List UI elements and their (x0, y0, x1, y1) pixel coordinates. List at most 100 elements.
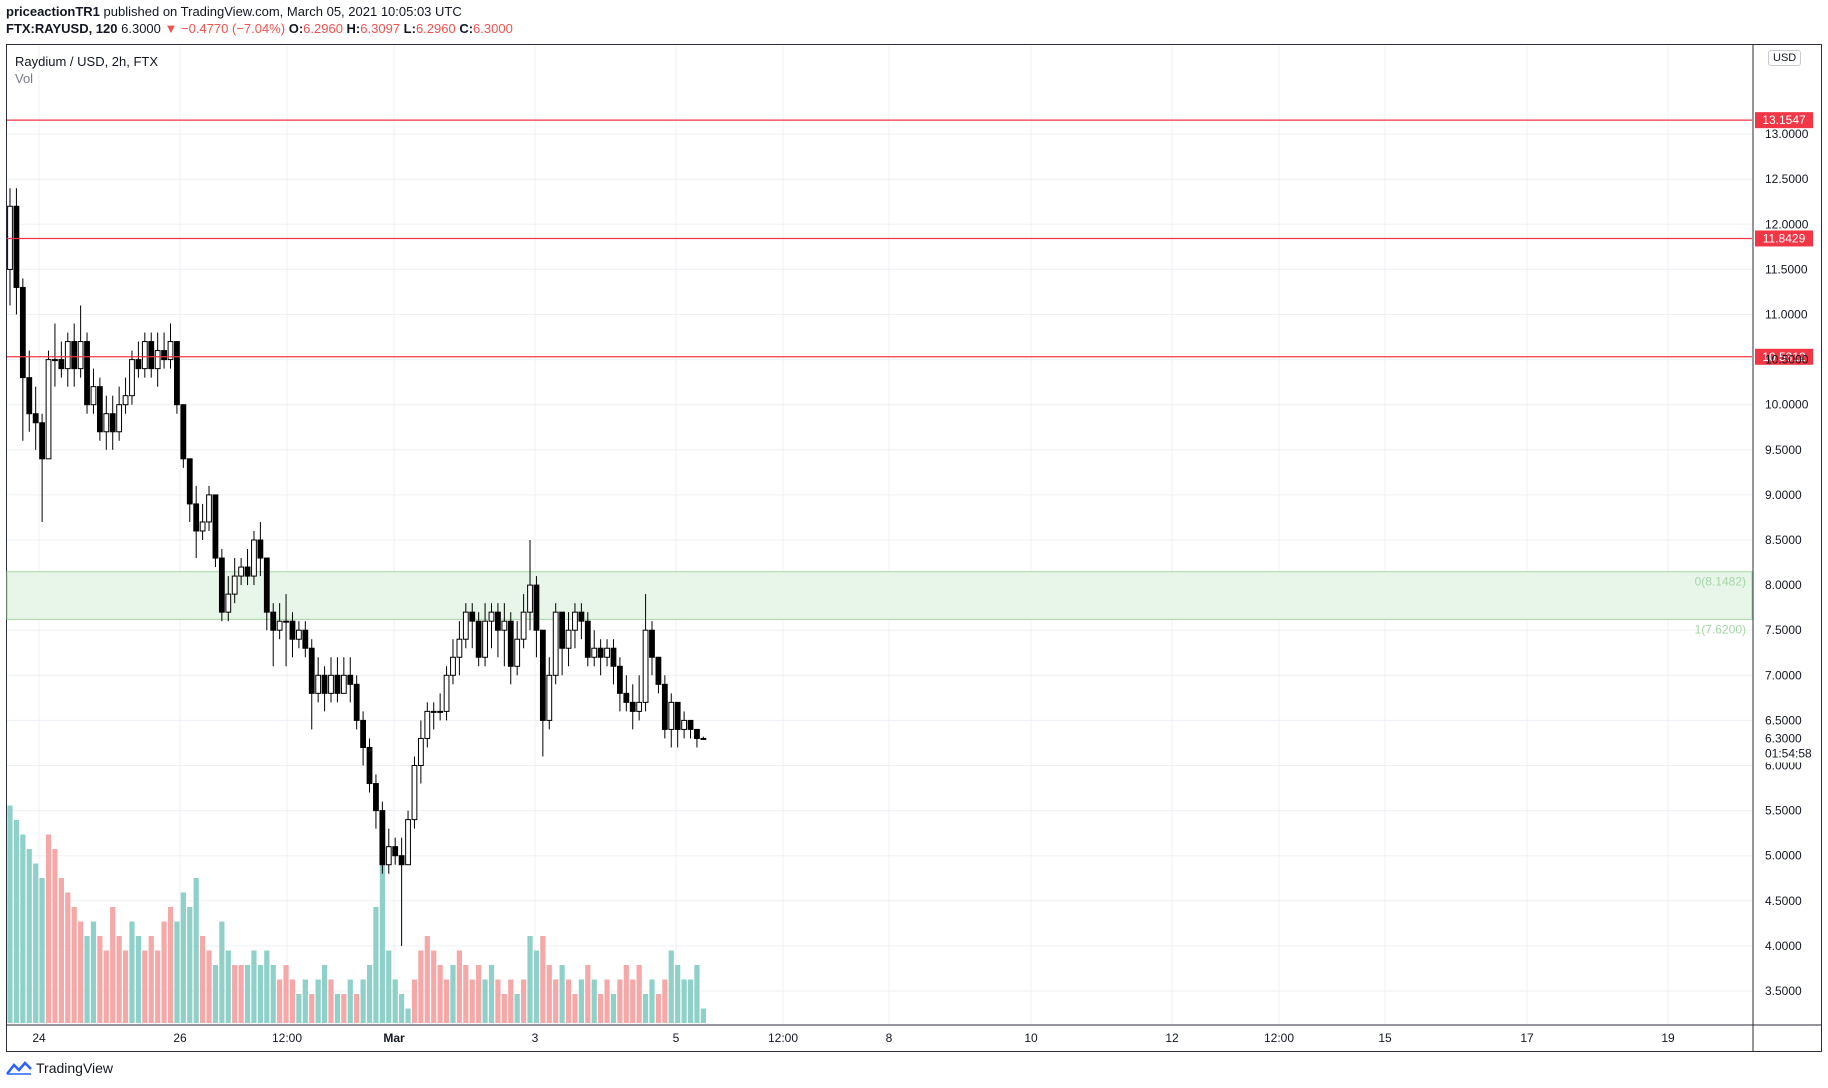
y-tick-label: 3.5000 (1765, 984, 1802, 998)
candle-body (161, 350, 167, 361)
candle-body (527, 584, 533, 613)
volume-bar (58, 878, 64, 1023)
candle-body (289, 620, 296, 640)
candle-body (270, 611, 277, 631)
volume-bar (360, 979, 366, 1023)
y-tick-label: 10.5000 (1765, 353, 1809, 367)
volume-bar (437, 965, 443, 1023)
close-value: 6.3000 (473, 21, 513, 36)
candle-body (591, 647, 598, 658)
zone-top-label: 0(8.1482) (1695, 575, 1746, 589)
candle-body (610, 647, 617, 667)
candle-body (276, 620, 283, 631)
candle-body (398, 855, 405, 866)
volume-bar (84, 936, 90, 1023)
candle-body (13, 205, 20, 288)
volume-bar (225, 950, 231, 1023)
chart-frame[interactable] (6, 44, 1822, 1052)
footer-brand[interactable]: TradingView (6, 1060, 113, 1076)
volume-bar (418, 950, 424, 1023)
volume-bar (700, 1008, 706, 1023)
volume-bar (495, 979, 501, 1023)
grid (7, 45, 1752, 1024)
volume-bar (302, 979, 308, 1023)
volume-bar (469, 979, 475, 1023)
candle-body (694, 728, 700, 739)
candle-body (584, 620, 591, 658)
candle-body (539, 629, 546, 721)
y-tick-label: 7.0000 (1765, 668, 1802, 682)
candle-body (617, 665, 623, 694)
candle-body (308, 647, 315, 694)
high-label: H: (346, 21, 361, 36)
legend-title: Raydium / USD, 2h, FTX (15, 54, 159, 69)
volume-bar (65, 892, 71, 1023)
candle-body (411, 765, 418, 821)
volume-bar (334, 994, 341, 1023)
candle-body (315, 674, 322, 694)
candle-body (546, 674, 553, 721)
candle-body (193, 503, 200, 532)
candle-body (218, 557, 225, 613)
volume-bar (373, 907, 379, 1023)
candle-body (520, 611, 527, 640)
volume-bar (565, 979, 572, 1023)
volume-bar (257, 965, 263, 1023)
x-tick-label: 3 (532, 1031, 539, 1045)
volume-bar (264, 950, 270, 1023)
candle-body (405, 819, 411, 866)
candle-body (366, 746, 373, 785)
candle-body (148, 341, 155, 370)
candle-body (681, 719, 688, 730)
volume-bar (501, 994, 507, 1023)
candle-body (462, 611, 469, 640)
volume-bar (655, 994, 662, 1023)
candle-body (661, 683, 668, 730)
candle-body (623, 692, 630, 703)
change-value: ▼ −0.4770 (−7.04%) (164, 21, 286, 36)
volume-bar (161, 921, 167, 1023)
volume-bar (122, 950, 129, 1023)
volume-bar (315, 979, 321, 1023)
volume-bar (309, 994, 315, 1023)
candle-body (186, 458, 193, 505)
last-price-header: 6.3000 (121, 21, 161, 36)
ohlc-header: FTX:RAYUSD, 120 6.3000 ▼ −0.4770 (−7.04%… (6, 21, 513, 36)
x-tick-label: 17 (1520, 1031, 1534, 1045)
candle-body (488, 611, 495, 622)
volume-bar (13, 820, 20, 1023)
volume-bar (129, 921, 135, 1023)
volume-bar (52, 849, 58, 1023)
x-tick-label: 19 (1661, 1031, 1675, 1045)
candle-body (135, 359, 142, 370)
volume-bar (681, 979, 687, 1023)
volume-bar (675, 965, 681, 1023)
candle-body (321, 674, 328, 694)
candle-body (64, 341, 71, 370)
candle-body (572, 611, 578, 631)
volume-bar (283, 965, 289, 1023)
candle-body (456, 638, 463, 658)
candle-body (597, 647, 604, 658)
volume-bar (559, 965, 565, 1023)
volume-bar (238, 965, 244, 1023)
volume-bar (20, 834, 26, 1023)
x-tick-label: 12:00 (768, 1031, 798, 1045)
high-value: 6.3097 (360, 21, 401, 36)
candle-body (360, 719, 367, 748)
candle-body (334, 674, 341, 694)
volume-bar (553, 979, 559, 1023)
volume-bar (71, 907, 77, 1023)
volume-bar (354, 994, 360, 1023)
volume-bar (232, 965, 238, 1023)
y-tick-label: 11.0000 (1765, 308, 1808, 322)
volume-bar (546, 965, 552, 1023)
currency-button[interactable]: USD (1768, 50, 1802, 66)
candle-body (116, 404, 123, 433)
candle-body (687, 719, 694, 730)
level-price-tag (1755, 230, 1813, 247)
volume-bar (424, 936, 430, 1023)
volume-bar (687, 979, 694, 1023)
open-value: 6.2960 (303, 21, 343, 36)
